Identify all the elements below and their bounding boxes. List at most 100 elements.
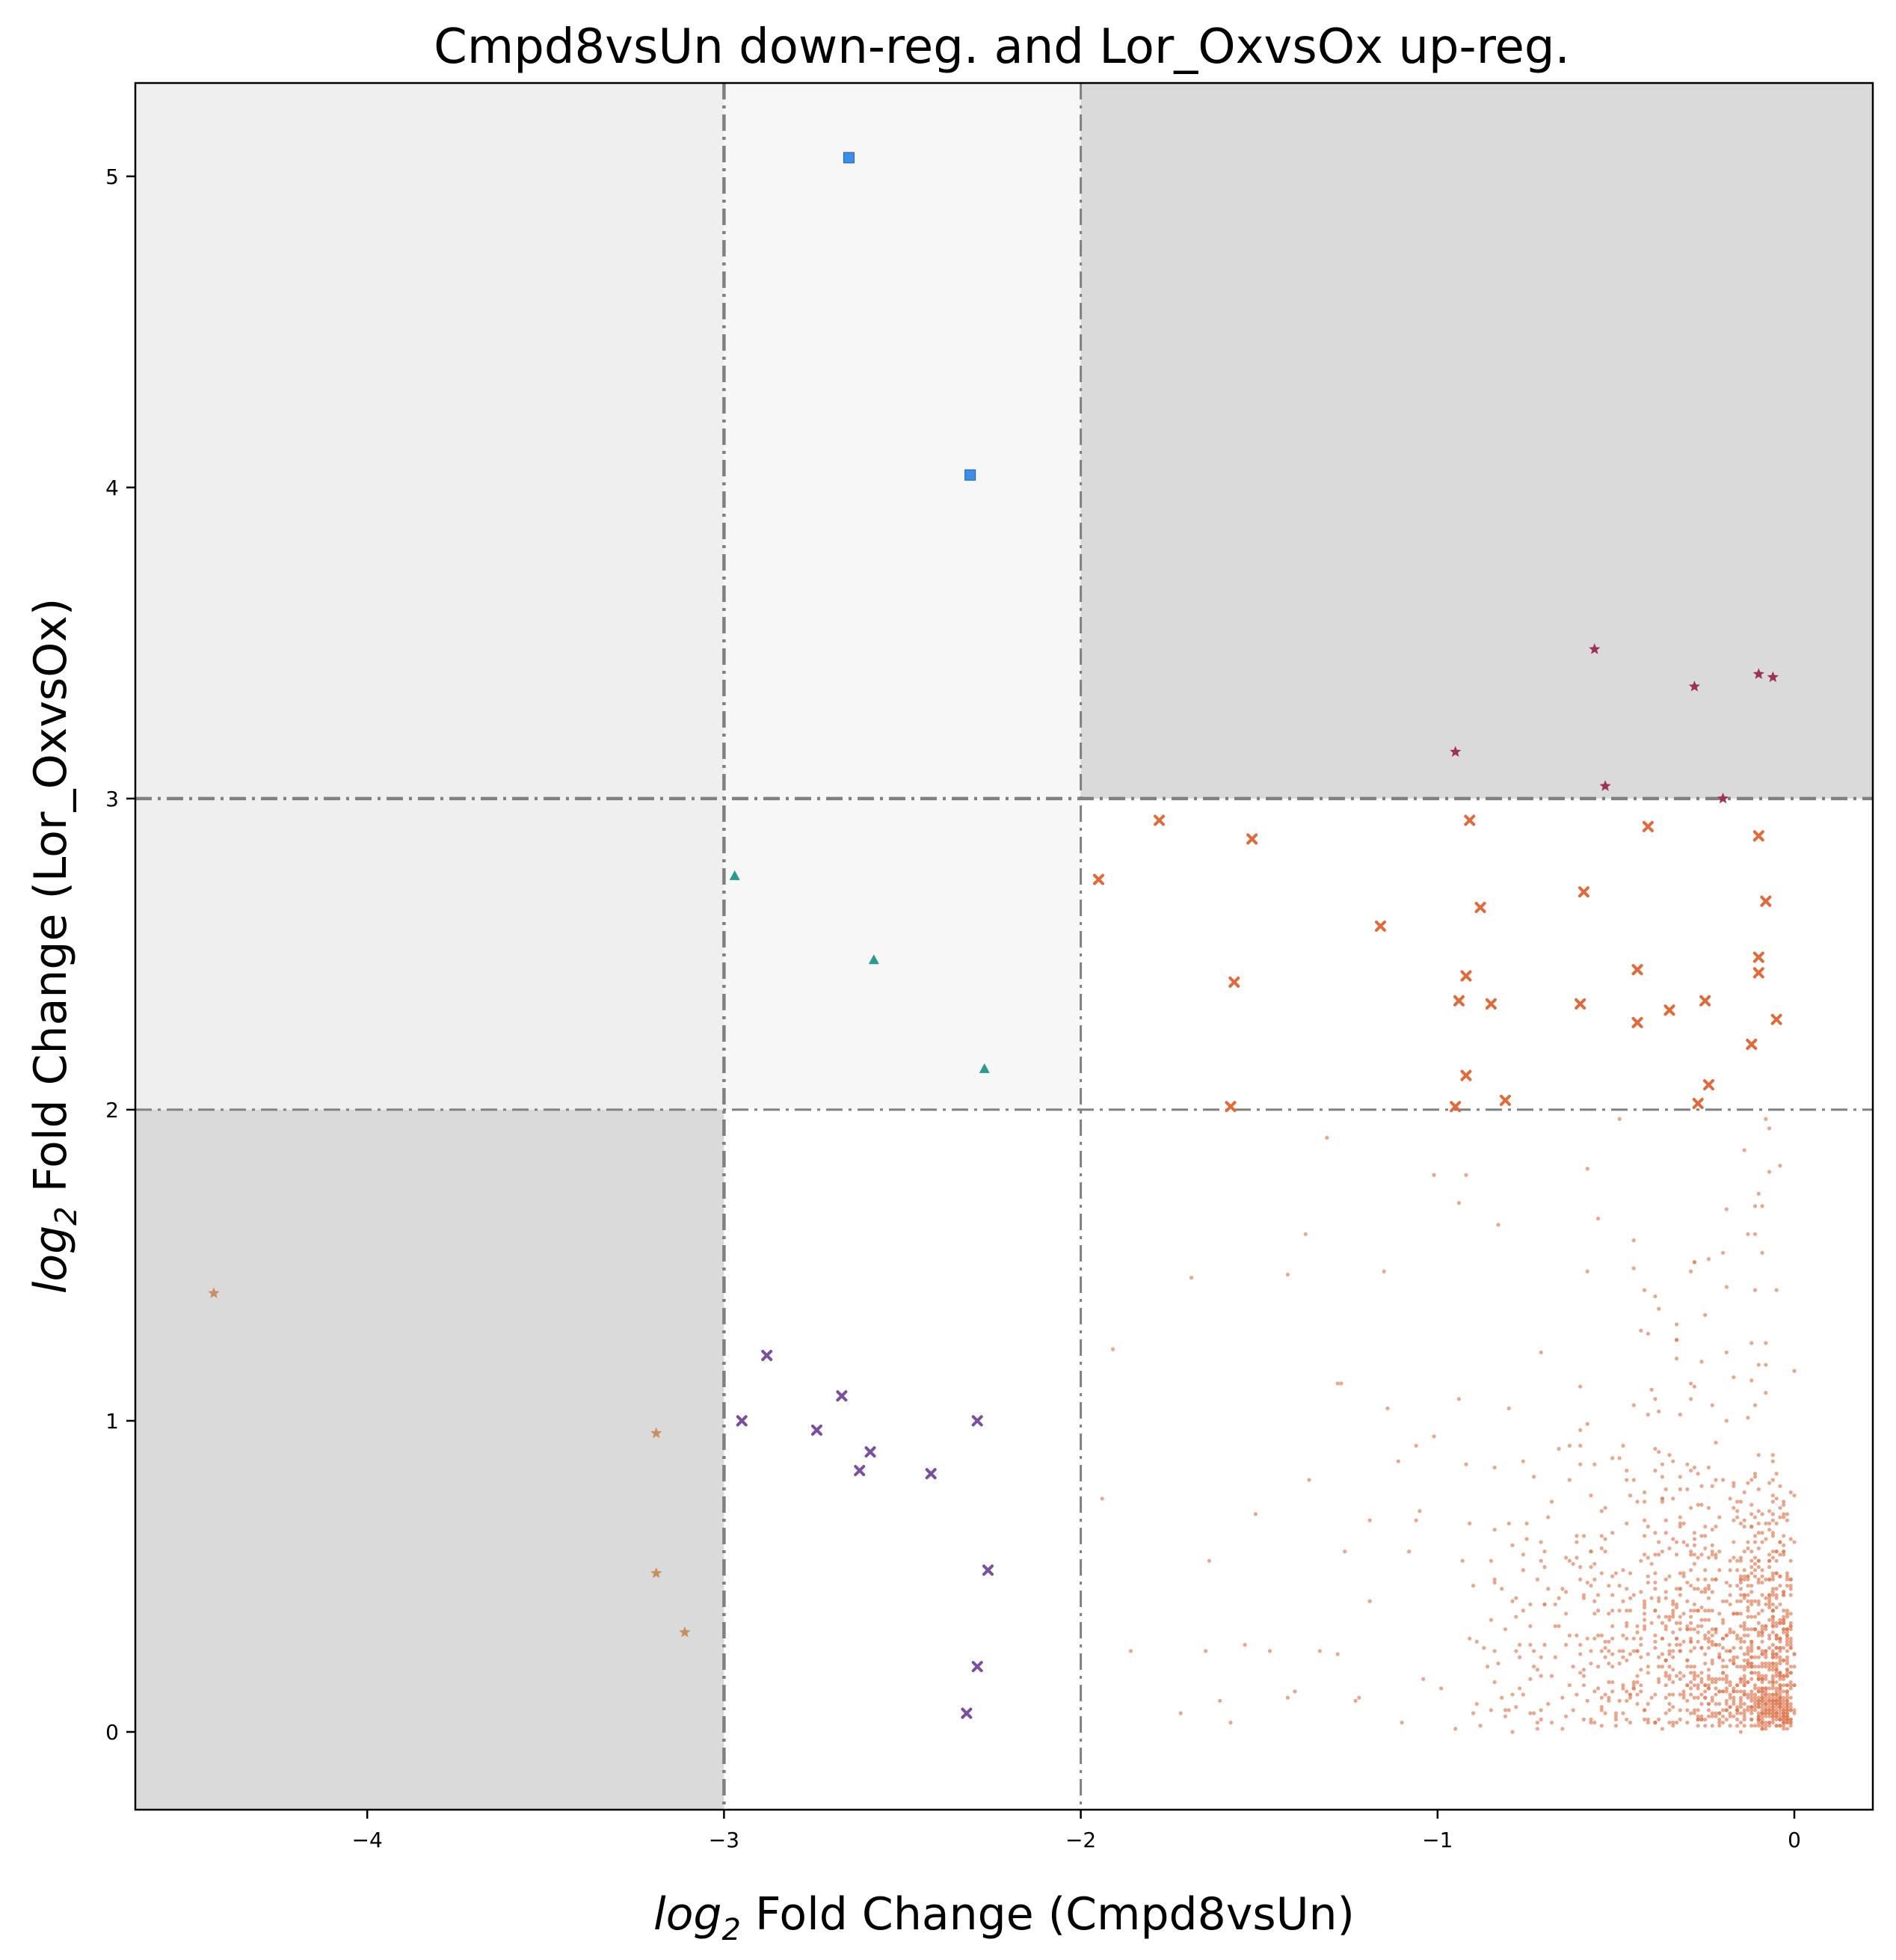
data-point	[1735, 1711, 1740, 1715]
data-point	[1663, 1590, 1668, 1594]
data-point	[1575, 998, 1586, 1010]
data-point	[1749, 1583, 1754, 1588]
series-0-square	[843, 152, 976, 481]
data-point	[1760, 1568, 1764, 1573]
data-point	[1689, 1692, 1693, 1697]
data-point	[1610, 1636, 1615, 1641]
data-point	[810, 1424, 822, 1436]
data-point	[1653, 1633, 1658, 1638]
data-point	[1767, 1618, 1772, 1622]
data-point	[1492, 1680, 1497, 1685]
data-point	[1770, 1609, 1775, 1613]
data-point	[1788, 1642, 1793, 1647]
data-point	[1785, 1661, 1790, 1666]
data-point	[1746, 1695, 1750, 1700]
data-point	[1657, 1680, 1661, 1685]
data-point	[1674, 1540, 1679, 1544]
data-point	[1631, 1403, 1636, 1407]
data-point	[1770, 1680, 1775, 1685]
data-point	[1770, 1587, 1775, 1591]
data-point	[1667, 1677, 1672, 1681]
data-point	[1671, 1655, 1675, 1659]
data-point	[1628, 1571, 1633, 1576]
data-point	[1535, 1668, 1540, 1672]
data-point	[1770, 1615, 1775, 1619]
data-point	[1681, 1692, 1686, 1697]
data-point	[1774, 1655, 1779, 1659]
data-point	[1760, 1593, 1764, 1597]
data-point	[1724, 1708, 1729, 1712]
data-point	[1760, 1580, 1764, 1585]
data-point	[1778, 1698, 1782, 1703]
data-point	[1738, 1623, 1743, 1629]
data-point	[1742, 1714, 1746, 1718]
data-point	[1710, 1661, 1714, 1666]
data-point	[1778, 1717, 1782, 1721]
data-point	[1770, 1701, 1775, 1706]
data-point	[1485, 998, 1497, 1010]
data-point	[1642, 1627, 1647, 1632]
data-point	[1778, 1552, 1782, 1557]
data-point	[1685, 1720, 1690, 1725]
data-point	[1706, 1505, 1711, 1511]
data-point	[1788, 1593, 1793, 1597]
data-point	[1767, 1661, 1772, 1666]
y-axis: 0 1 2 3 4 5	[105, 165, 135, 1745]
data-point	[1724, 1674, 1729, 1678]
data-point	[1717, 1655, 1722, 1659]
data-point	[1778, 1724, 1782, 1728]
data-point	[1407, 1549, 1412, 1554]
data-point	[1770, 1518, 1775, 1523]
data-point	[1621, 1568, 1625, 1573]
data-point	[1689, 1615, 1693, 1619]
data-point	[982, 1564, 994, 1576]
data-point	[1782, 1677, 1786, 1681]
data-point	[1742, 1711, 1746, 1715]
data-point	[1738, 1580, 1743, 1585]
y-tick-label: 0	[105, 1720, 119, 1745]
data-point	[1738, 1730, 1743, 1734]
data-point	[1374, 920, 1386, 932]
data-point	[1782, 1615, 1786, 1619]
data-point	[1482, 1646, 1486, 1650]
data-point	[1749, 1478, 1754, 1482]
data-point	[1671, 1630, 1675, 1635]
data-point	[1617, 1116, 1622, 1121]
data-point	[1785, 1692, 1790, 1697]
data-point	[1735, 1717, 1740, 1721]
data-point	[1642, 1612, 1647, 1616]
data-point	[1717, 1677, 1722, 1681]
data-point	[1738, 1677, 1743, 1681]
data-point	[1746, 1609, 1750, 1613]
x-axis: −4 −3 −2 −1 0	[352, 1810, 1801, 1852]
data-point	[1514, 1705, 1518, 1709]
data-point	[1631, 964, 1643, 976]
data-point	[1746, 1633, 1750, 1638]
data-point	[1560, 1695, 1565, 1700]
data-point	[1767, 1711, 1772, 1715]
data-point	[1714, 1642, 1718, 1647]
data-point	[1460, 1069, 1472, 1081]
data-point	[1474, 902, 1486, 913]
data-point	[1595, 1686, 1601, 1691]
data-point	[1689, 1711, 1693, 1715]
data-point	[1735, 1705, 1740, 1709]
data-point	[1767, 1170, 1772, 1174]
data-point	[1788, 1720, 1793, 1725]
data-point	[1674, 1322, 1679, 1327]
data-point	[1703, 1577, 1708, 1582]
data-point	[1764, 1655, 1768, 1659]
data-point	[1528, 1642, 1533, 1647]
data-point	[1510, 1543, 1515, 1547]
data-point	[1742, 1577, 1746, 1582]
data-point	[1738, 1720, 1743, 1725]
data-point	[1720, 1620, 1726, 1625]
data-point	[1752, 1561, 1758, 1566]
data-point	[1767, 1481, 1772, 1485]
data-point	[1742, 1620, 1746, 1625]
data-point	[1621, 1443, 1625, 1448]
data-point	[1671, 1615, 1675, 1619]
data-point	[1699, 1701, 1704, 1706]
data-point	[1732, 1481, 1736, 1485]
data-point	[1714, 1677, 1718, 1681]
